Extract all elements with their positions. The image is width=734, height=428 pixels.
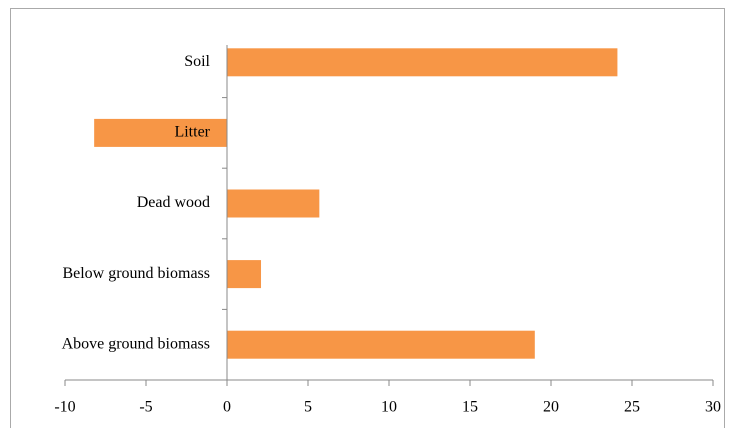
x-tick-label: 0	[223, 399, 231, 416]
y-tick-label: Litter	[174, 124, 210, 141]
x-tick-label: -5	[139, 399, 152, 416]
y-tick-label: Soil	[184, 53, 210, 70]
y-tick-label: Below ground biomass	[62, 265, 210, 282]
bar	[227, 48, 618, 77]
x-tick-label: -10	[54, 399, 75, 416]
x-tick-label: 15	[462, 399, 478, 416]
x-tick-label: 25	[624, 399, 640, 416]
bar	[227, 330, 535, 359]
x-tick-label: 30	[705, 399, 721, 416]
chart-border	[10, 8, 725, 428]
y-tick-label: Dead wood	[137, 194, 210, 211]
x-tick-label: 10	[381, 399, 397, 416]
x-tick-label: 20	[543, 399, 559, 416]
bar	[94, 118, 227, 147]
x-tick-label: 5	[304, 399, 312, 416]
bar	[227, 260, 262, 289]
bar	[227, 189, 320, 218]
y-tick-label: Above ground biomass	[62, 335, 210, 352]
